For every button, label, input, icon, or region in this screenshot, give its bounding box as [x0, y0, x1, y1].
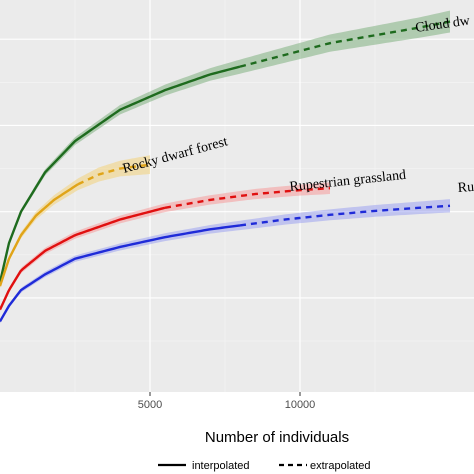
extrapolated-line-2	[164, 186, 331, 209]
extrapolated-line-3	[239, 204, 451, 227]
extrapolated-line-0	[239, 20, 451, 68]
x-tick-label: 10000	[285, 399, 316, 411]
legend: interpolated extrapolated	[158, 460, 371, 472]
interpolated-line-0	[0, 65, 241, 283]
interpolated-line-3	[0, 224, 241, 323]
x-tick-label: 5000	[138, 399, 162, 411]
series-label-3: Ru	[457, 180, 474, 196]
confidence-band-0	[0, 10, 450, 285]
interpolated-line-1	[0, 183, 79, 287]
interpolated-line-2	[0, 206, 166, 311]
extrapolated-line-1	[77, 163, 151, 186]
series-lines	[0, 20, 451, 323]
legend-label-interpolated: interpolated	[192, 460, 250, 472]
legend-label-extrapolated: extrapolated	[310, 460, 371, 472]
x-axis-ticks: 5000 10000	[138, 392, 316, 411]
x-axis-title: Number of individuals	[205, 429, 349, 446]
confidence-band-3	[0, 199, 450, 324]
